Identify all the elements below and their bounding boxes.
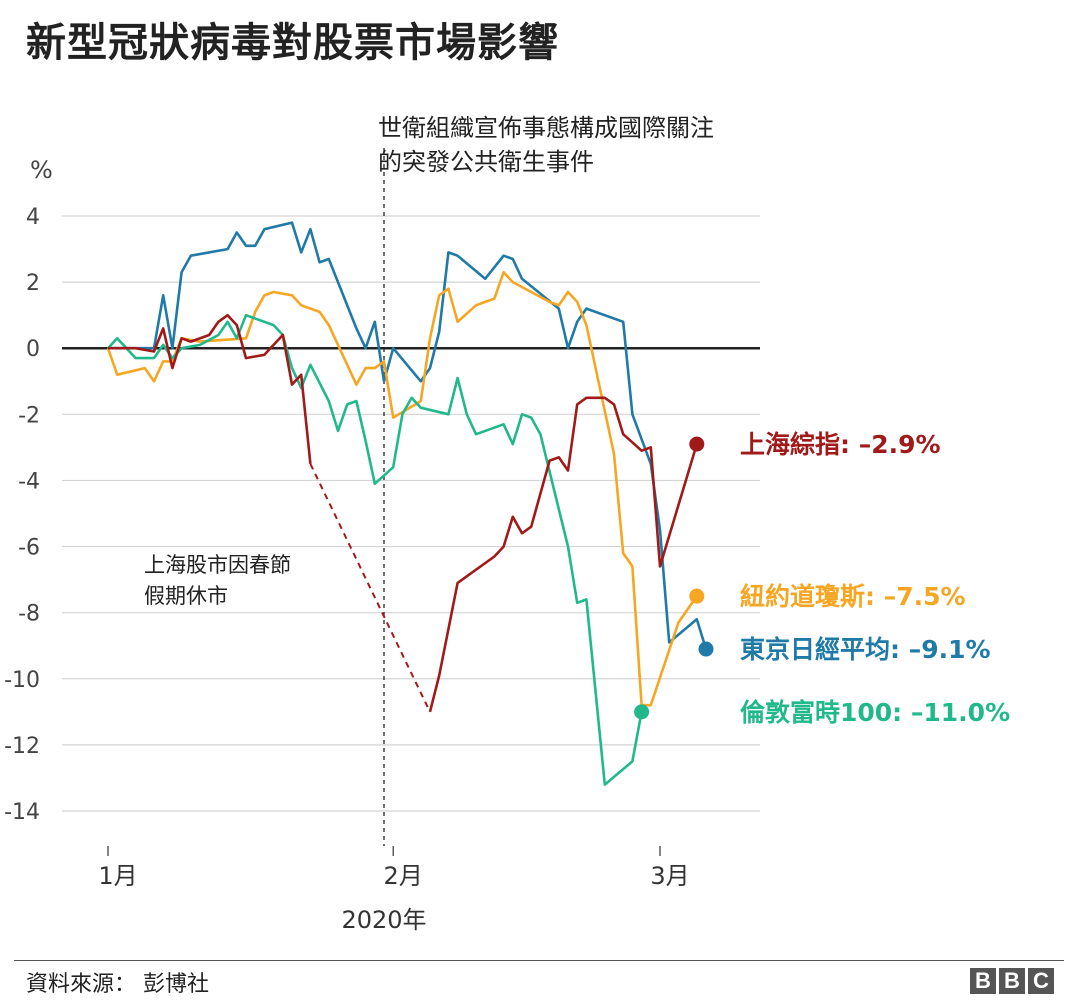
series-line [108,313,312,465]
y-tick-label: -14 [4,800,40,825]
who-announcement-label-line1: 世衛組織宣佈事態構成國際關注 [378,114,714,142]
logo-letter: B [970,968,996,994]
series-end-label: 紐約道瓊斯: –7.5% [740,582,966,611]
y-tick-label: 0 [26,337,40,362]
end-marker [698,641,714,657]
series-紐約道瓊斯: 紐約道瓊斯: –7.5% [106,270,966,707]
x-axis-label: 2020年 [341,906,426,934]
series-lines: 東京日經平均: –9.1% 紐約道瓊斯: –7.5% 倫敦富時100: –11.0%… [106,221,1010,786]
series-東京日經平均: 東京日經平均: –9.1% [108,221,991,664]
end-marker [689,436,705,452]
series-line [108,221,708,650]
grid [62,215,760,812]
footer-divider [14,960,1064,961]
series-倫敦富時100: 倫敦富時100: –11.0% [107,313,1010,786]
y-tick-label: -10 [4,668,40,693]
series-end-label: 上海綜指: –2.9% [740,430,941,459]
x-tick-label: 2月 [384,862,423,890]
y-tick-label: -6 [18,536,40,561]
chart-title: 新型冠狀病毒對股票市場影響 [26,20,559,66]
y-axis-label: % [30,156,53,184]
source-note: 資料來源： 彭博社 [26,972,209,997]
y-tick-label: -2 [18,403,40,428]
series-end-label: 東京日經平均: –9.1% [740,635,991,664]
x-tick-label: 3月 [650,862,689,890]
y-tick-label: 2 [26,271,40,296]
x-axis: 1月 2月 3月 [98,846,690,890]
series-line [428,396,699,713]
y-tick-label: -4 [18,469,40,494]
who-announcement-label-line2: 的突發公共衛生事件 [378,148,594,176]
x-tick-label: 1月 [98,862,137,890]
logo-letter: B [999,968,1025,994]
y-tick-label: -8 [18,602,40,627]
line-chart: 4 2 0 -2 -4 -6 -8 -10 -12 -14 % 世衛組織宣佈事態構成國際關注 的突… [4,114,1010,934]
holiday-annotation-line1: 上海股市因春節 [144,553,291,577]
holiday-gap-line [309,463,431,713]
y-axis: 4 2 0 -2 -4 -6 -8 -10 -12 -14 [4,205,40,825]
logo-letter: C [1028,968,1054,994]
series-line [107,313,643,786]
holiday-annotation-line2: 假期休市 [144,584,228,608]
y-tick-label: -12 [4,734,40,759]
y-tick-label: 4 [26,205,40,230]
series-line [106,270,698,707]
end-marker [689,588,705,604]
bbc-logo: B B C [970,968,1054,994]
series-end-label: 倫敦富時100: –11.0% [740,698,1010,727]
series-上海綜指: 上海綜指: –2.9% [108,313,941,713]
end-marker [634,704,650,720]
